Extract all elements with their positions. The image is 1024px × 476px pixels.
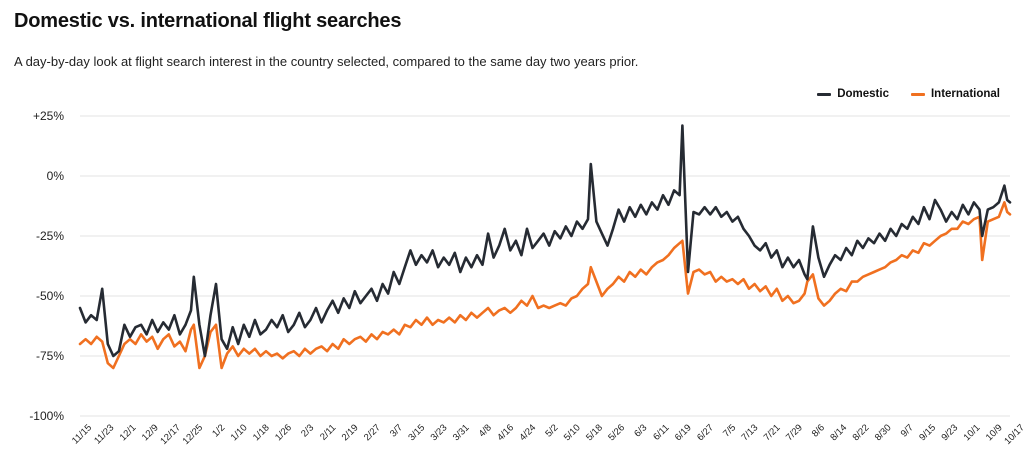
x-tick-label: 8/22 [851, 422, 872, 443]
x-tick-label: 3/7 [388, 422, 405, 439]
x-tick-label: 6/19 [673, 422, 694, 443]
gridlines [80, 115, 1010, 417]
x-tick-label: 8/14 [828, 422, 849, 443]
x-tick-label: 1/10 [229, 422, 250, 443]
x-tick-label: 10/17 [1002, 422, 1024, 447]
legend-item-domestic: Domestic [817, 88, 889, 100]
x-tick-label: 11/23 [92, 422, 116, 446]
y-axis: +25% 0% -25% -50% -75% -100% [29, 109, 64, 423]
x-tick-label: 7/5 [721, 422, 738, 439]
chart-subtitle: A day-by-day look at flight search inter… [14, 54, 639, 69]
y-tick-label: 0% [47, 169, 65, 183]
legend-label-international: International [930, 88, 1000, 100]
x-tick-label: 7/21 [762, 422, 783, 443]
y-tick-label: -100% [29, 409, 64, 423]
x-tick-label: 11/15 [70, 422, 94, 446]
x-tick-label: 7/13 [740, 422, 761, 443]
x-tick-label: 12/17 [158, 422, 183, 447]
legend-item-international: International [910, 88, 1000, 100]
x-tick-label: 12/1 [118, 422, 139, 443]
x-tick-label: 2/19 [340, 422, 361, 443]
x-tick-label: 12/9 [140, 422, 161, 443]
x-tick-label: 5/2 [543, 422, 560, 439]
series-line-domestic [78, 124, 1012, 358]
x-tick-label: 8/6 [810, 422, 827, 439]
x-tick-label: 3/23 [429, 422, 450, 443]
x-tick-label: 7/29 [784, 422, 805, 443]
x-tick-label: 5/26 [606, 422, 627, 443]
x-tick-label: 9/15 [917, 422, 938, 443]
legend-label-domestic: Domestic [837, 88, 889, 100]
y-tick-label: -75% [36, 349, 64, 363]
x-tick-label: 2/11 [318, 422, 338, 442]
legend-swatch-international [910, 92, 925, 96]
chart-title: Domestic vs. international flight search… [14, 10, 402, 32]
x-tick-label: 2/27 [362, 422, 383, 443]
x-tick-label: 12/25 [181, 422, 206, 447]
x-tick-label: 10/1 [962, 422, 983, 443]
y-tick-label: -50% [36, 289, 64, 303]
legend-swatch-domestic [817, 92, 832, 96]
x-tick-label: 3/15 [406, 422, 427, 443]
x-tick-label: 2/3 [299, 422, 316, 439]
y-tick-label: -25% [36, 229, 64, 243]
x-tick-label: 1/2 [210, 422, 227, 439]
x-tick-label: 10/9 [984, 422, 1005, 443]
x-tick-label: 9/7 [899, 422, 916, 439]
chart-legend: Domestic International [817, 88, 1000, 100]
x-tick-label: 4/24 [517, 422, 538, 443]
series-line-international [78, 201, 1012, 370]
x-tick-label: 1/26 [273, 422, 294, 443]
x-tick-label: 5/10 [562, 422, 583, 443]
x-tick-label: 8/30 [873, 422, 894, 443]
x-tick-label: 3/31 [451, 422, 472, 443]
x-tick-label: 1/18 [251, 422, 272, 443]
x-tick-label: 4/16 [495, 422, 516, 443]
x-tick-label: 5/18 [584, 422, 605, 443]
x-tick-label: 6/11 [651, 422, 671, 442]
series-lines [78, 124, 1012, 370]
x-tick-label: 9/23 [939, 422, 960, 443]
x-tick-label: 6/27 [695, 422, 716, 443]
x-tick-label: 6/3 [632, 422, 649, 439]
y-tick-label: +25% [33, 109, 64, 123]
x-tick-label: 4/8 [477, 422, 494, 439]
